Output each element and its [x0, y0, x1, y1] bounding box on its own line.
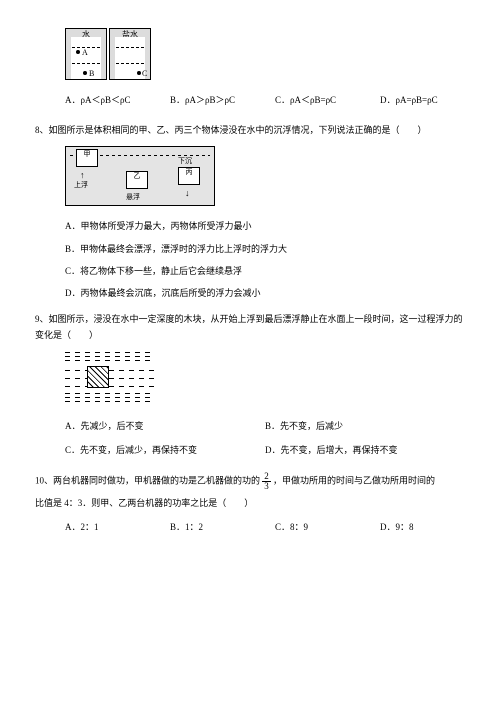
q7-figure: 水 A B 盐水 C: [65, 28, 465, 80]
q9-opt-A: A．先减少，后不变: [65, 418, 265, 434]
q8-jia: 甲: [84, 150, 91, 158]
q9-opt-C: C．先不变，后减少，再保持不变: [65, 442, 265, 458]
q8-figure: 甲 ↑ 上浮 乙 悬浮 丙 下沉 ↓: [65, 146, 465, 206]
q7-options: A．ρA＜ρB＜ρC B．ρA＞ρB＞ρC C．ρA＜ρB=ρC D．ρA=ρB…: [65, 92, 465, 108]
q8-opt-C: C．将乙物体下移一些，静止后它会继续悬浮: [65, 263, 465, 279]
q9-opt-B: B．先不变，后减少: [265, 418, 465, 434]
fig1-A: A: [82, 46, 88, 60]
q8-options: A．甲物体所受浮力最大，丙物体所受浮力最小 B．甲物体最终会漂浮，漂浮时的浮力比…: [65, 218, 465, 301]
q7-opt-A: A．ρA＜ρB＜ρC: [65, 92, 170, 108]
q8-xiacen: 下沉: [178, 155, 192, 168]
fig1-B: B: [89, 67, 94, 81]
q9-figure: [65, 352, 465, 402]
q10-text-b: ，甲做功所用的时间与乙做功所用时间的: [273, 475, 435, 485]
q8-opt-D: D．丙物体最终会沉底，沉底后所受的浮力会减小: [65, 285, 465, 301]
q10-fraction: 2 3: [262, 472, 271, 491]
q10-opt-D: D．9：8: [380, 519, 414, 535]
q10-text-a: 10、两台机器同时做功，甲机器做的功是乙机器做的功的: [35, 475, 260, 485]
q10-text: 10、两台机器同时做功，甲机器做的功是乙机器做的功的 2 3 ，甲做功所用的时间…: [35, 472, 465, 491]
q8-text: 8、如图所示是体积相同的甲、乙、丙三个物体浸没在水中的沉浮情况，下列说法正确的是…: [35, 122, 465, 138]
q10-text-c: 比值是 4：3．则甲、乙两台机器的功率之比是（ ）: [35, 495, 465, 511]
q8-opt-A: A．甲物体所受浮力最大，丙物体所受浮力最小: [65, 218, 465, 234]
q10-options: A．2：1 B．1：2 C．8：9 D．9：8: [65, 519, 465, 535]
q7-opt-C: C．ρA＜ρB=ρC: [275, 92, 380, 108]
q7-opt-D: D．ρA=ρB=ρC: [380, 92, 438, 108]
q8-yi: 乙: [134, 172, 141, 180]
fig1-C: C: [142, 67, 147, 81]
q8-opt-B: B．甲物体最终会漂浮，漂浮时的浮力比上浮时的浮力大: [65, 241, 465, 257]
q8-shangfu: 上浮: [74, 179, 88, 192]
q8-xuanfu: 悬浮: [126, 191, 140, 204]
q10-opt-B: B．1：2: [170, 519, 275, 535]
q9-options: A．先减少，后不变 B．先不变，后减少 C．先不变，后减少，再保持不变 D．先不…: [65, 414, 465, 462]
q8-bing: 丙: [186, 168, 193, 176]
q9-text: 9、如图所示，浸没在水中一定深度的木块，从开始上浮到最后漂浮静止在水面上一段时间…: [35, 311, 465, 343]
q9-opt-D: D．先不变，后增大，再保持不变: [265, 442, 465, 458]
q10-opt-C: C．8：9: [275, 519, 380, 535]
q7-opt-B: B．ρA＞ρB＞ρC: [170, 92, 275, 108]
q10-opt-A: A．2：1: [65, 519, 170, 535]
